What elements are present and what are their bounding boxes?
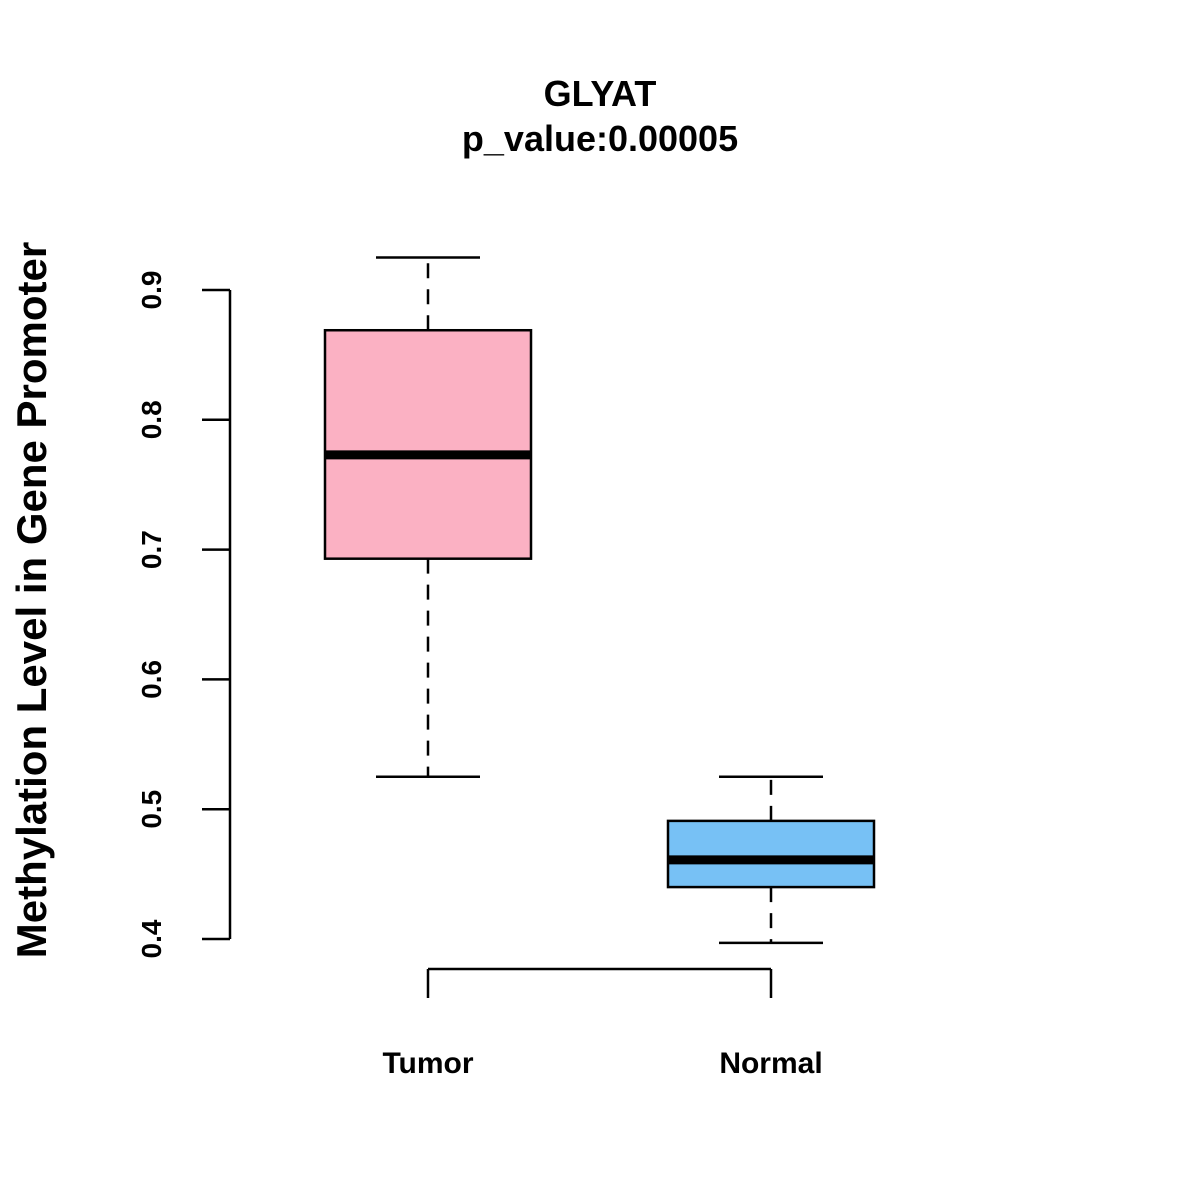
iqr-box: [323, 328, 533, 560]
y-tick-label: 0.8: [136, 400, 167, 439]
chart-title: GLYAT: [544, 73, 657, 114]
y-axis-label: Methylation Level in Gene Promoter: [8, 242, 55, 958]
box-normal: [666, 775, 876, 945]
x-tick-label-normal: Normal: [719, 1047, 822, 1080]
x-tick-label-tumor: Tumor: [382, 1047, 473, 1080]
y-tick-label: 0.6: [136, 660, 167, 699]
y-tick-label: 0.5: [136, 790, 167, 829]
chart-subtitle: p_value:0.00005: [462, 118, 738, 159]
iqr-box: [666, 819, 876, 889]
y-axis: 0.4 0.5 0.6 0.7 0.8 0.9: [136, 271, 232, 958]
x-axis: Tumor Normal: [382, 967, 823, 1080]
boxes-group: [323, 256, 876, 945]
y-tick-label: 0.9: [136, 271, 167, 310]
box-tumor: [323, 256, 533, 778]
y-tick-label: 0.4: [136, 919, 167, 958]
y-tick-label: 0.7: [136, 530, 167, 569]
